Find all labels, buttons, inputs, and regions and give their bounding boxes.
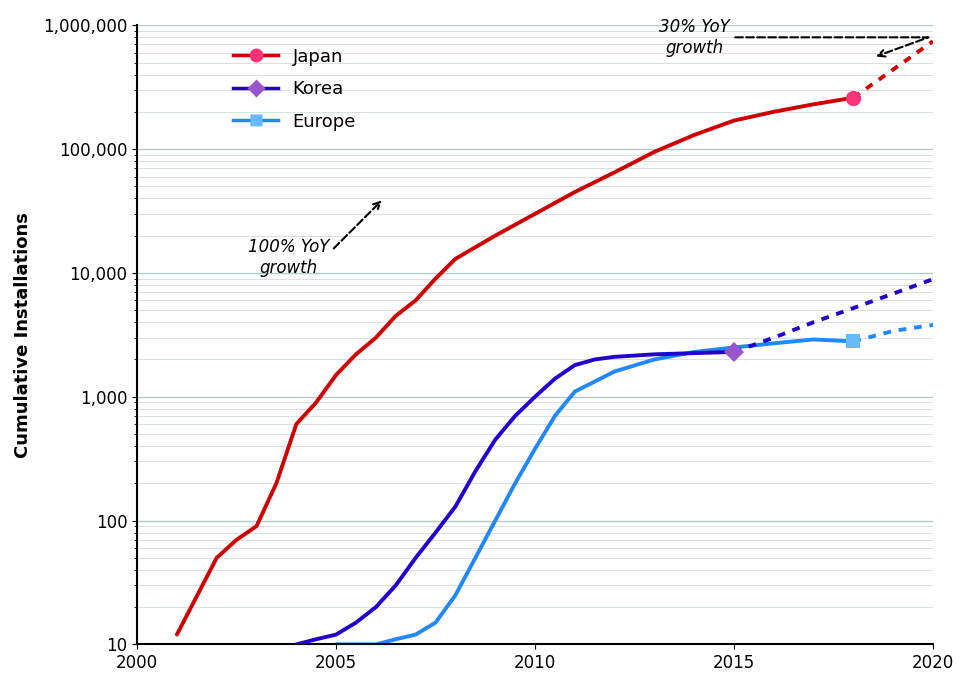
- Legend: Japan, Korea, Europe: Japan, Korea, Europe: [226, 40, 363, 138]
- Text: 30% YoY
growth: 30% YoY growth: [659, 18, 928, 57]
- Y-axis label: Cumulative Installations: Cumulative Installations: [14, 212, 32, 458]
- Text: 100% YoY
growth: 100% YoY growth: [248, 202, 380, 277]
